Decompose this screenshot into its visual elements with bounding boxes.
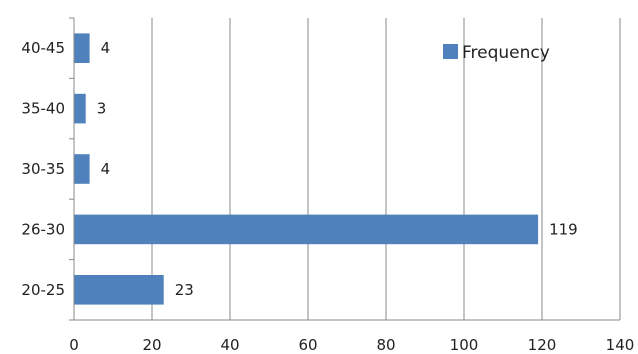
data-label-35-40: 3 [97, 100, 107, 118]
category-label-40-45: 40-45 [21, 39, 65, 57]
legend-swatch [443, 44, 458, 59]
legend: Frequency [443, 43, 550, 63]
x-tick-label-80: 80 [376, 336, 395, 354]
category-label-35-40: 35-40 [21, 100, 65, 118]
data-label-40-45: 4 [101, 39, 111, 57]
bar-35-40 [74, 93, 86, 124]
x-tick-label-40: 40 [220, 336, 239, 354]
data-label-26-30: 119 [549, 220, 578, 238]
bar-30-35 [74, 154, 90, 184]
x-tick-label-100: 100 [450, 336, 479, 354]
category-label-26-30: 26-30 [21, 220, 65, 238]
gridlines [151, 18, 621, 320]
bars [74, 33, 539, 305]
axes [69, 17, 620, 321]
bar-40-45 [74, 33, 90, 63]
x-tick-label-60: 60 [298, 336, 317, 354]
x-tick-label-120: 120 [528, 336, 557, 354]
bar-20-25 [74, 275, 164, 305]
data-label-30-35: 4 [101, 160, 111, 178]
category-label-30-35: 30-35 [21, 160, 65, 178]
data-labels: 23 119 4 3 4 [97, 39, 578, 299]
data-label-20-25: 23 [175, 281, 194, 299]
legend-label: Frequency [462, 43, 550, 63]
x-tick-label-0: 0 [69, 336, 79, 354]
x-tick-labels: 0 20 40 60 80 100 120 140 [69, 336, 634, 354]
x-tick-label-140: 140 [606, 336, 635, 354]
bar-26-30 [74, 214, 539, 245]
category-labels: 20-25 26-30 30-35 35-40 40-45 [21, 39, 65, 299]
category-label-20-25: 20-25 [21, 281, 65, 299]
x-tick-label-20: 20 [142, 336, 161, 354]
